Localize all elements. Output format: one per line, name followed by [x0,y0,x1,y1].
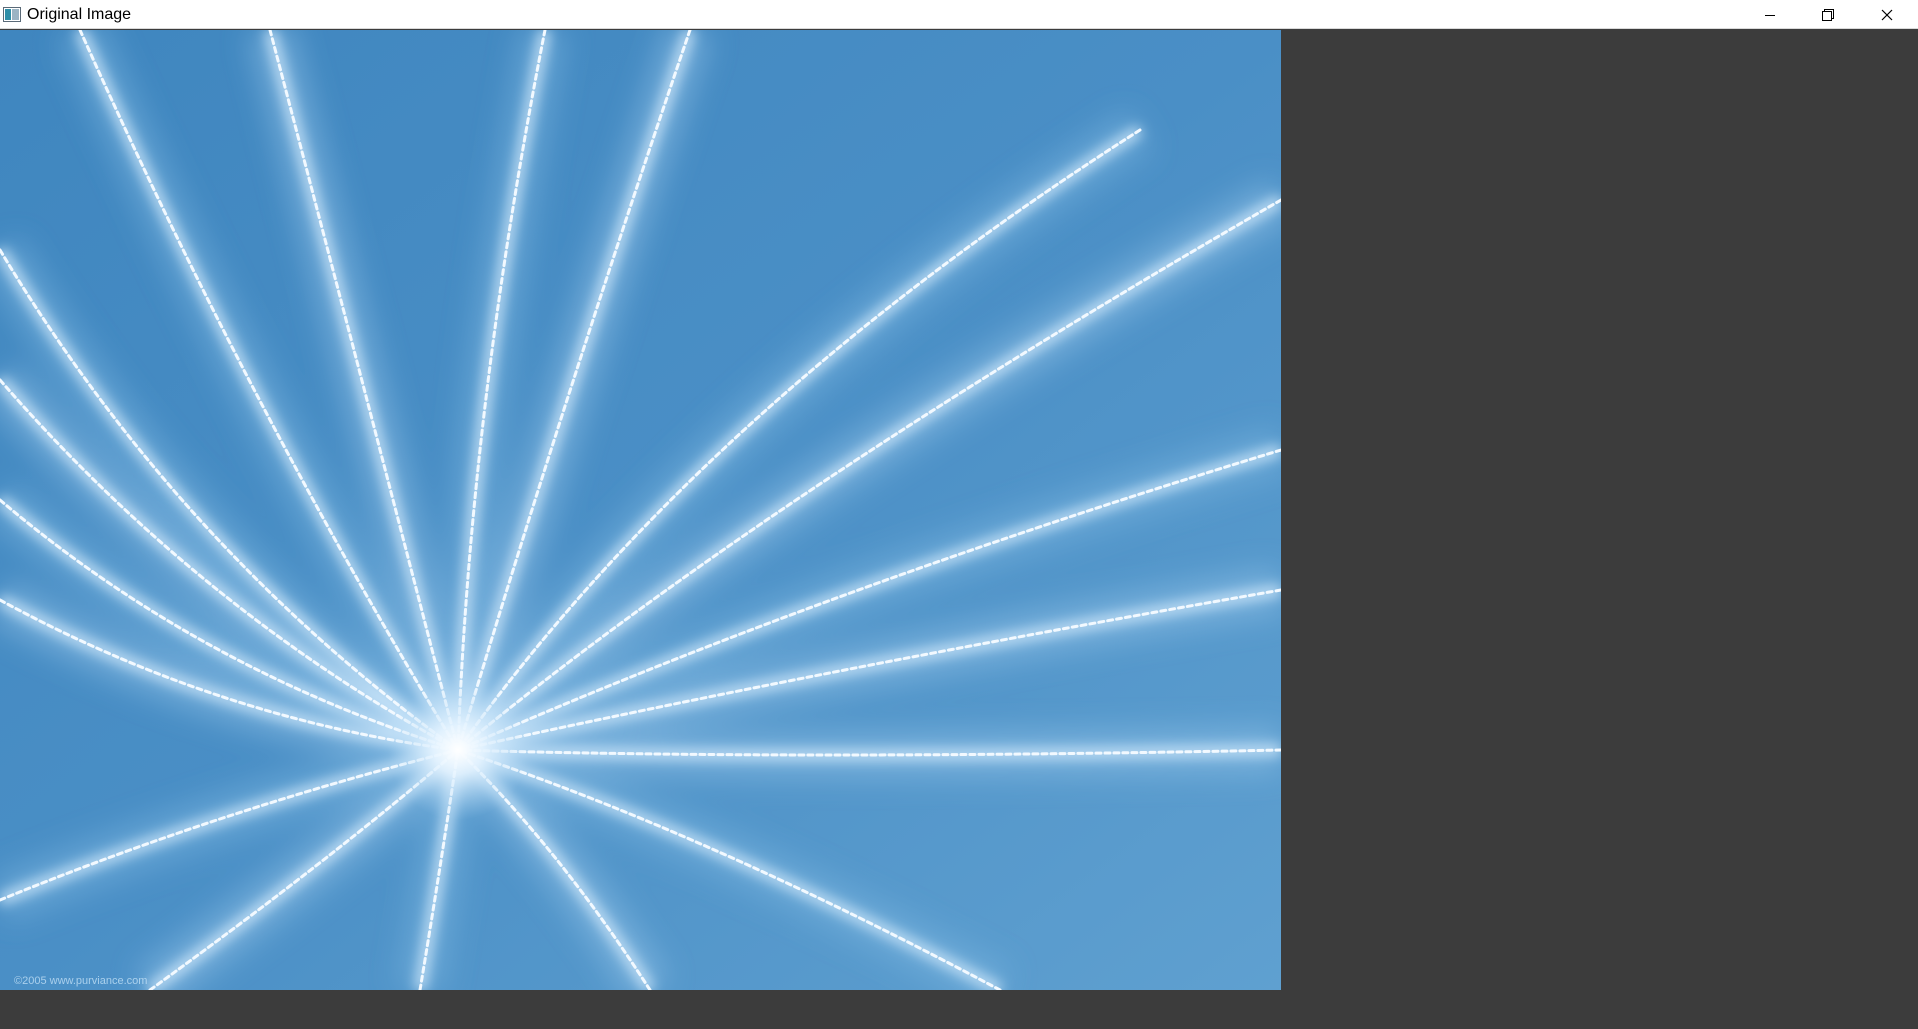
leaf-vein-droplets [456,30,692,752]
restore-icon [1822,8,1834,21]
image-display: ©2005 www.purviance.com [0,30,1281,990]
leaf-vein-droplets [456,30,547,752]
close-icon [1881,9,1893,20]
image-window-icon [3,7,21,22]
leaf-vein-droplets [268,30,460,752]
minimize-button[interactable] [1741,0,1799,29]
leaf-photo [0,30,1281,990]
leaf-vein-droplets [0,378,460,752]
leaf-vein-droplets [456,748,1281,757]
leaf-vein-droplets [456,748,1002,990]
leaf-center-glow [388,680,528,820]
close-button[interactable] [1858,0,1916,29]
title-bar[interactable]: Original Image [0,0,1918,29]
image-watermark: ©2005 www.purviance.com [14,975,148,987]
leaf-vein-droplets [456,588,1281,752]
leaf-vein-droplets [78,30,460,752]
restore-button[interactable] [1799,0,1857,29]
leaf-vein-droplets [456,198,1281,752]
minimize-icon [1765,14,1775,16]
leaf-vein-droplets [0,498,460,752]
window-title: Original Image [27,6,132,23]
leaf-vein-droplets [0,248,460,752]
leaf-vein-droplets [456,128,1142,752]
leaf-vein-droplets [456,448,1281,752]
